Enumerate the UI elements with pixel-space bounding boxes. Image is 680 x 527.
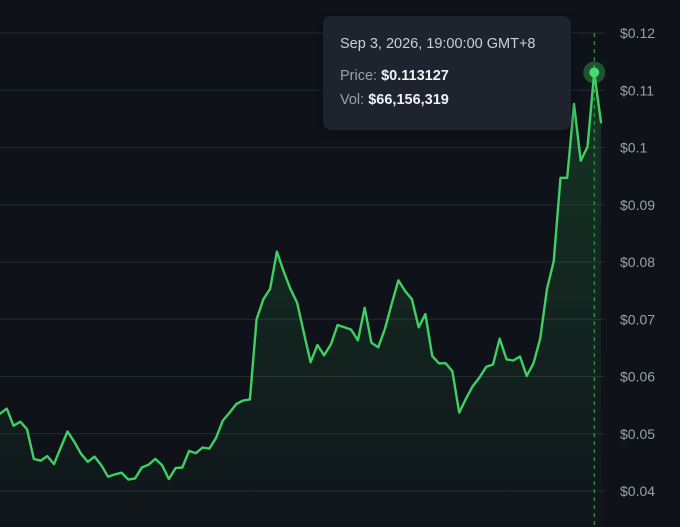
y-tick-label: $0.05 xyxy=(620,426,655,442)
price-tooltip: Sep 3, 2026, 19:00:00 GMT+8 Price: $0.11… xyxy=(323,16,571,130)
tooltip-volume-label: Vol: xyxy=(340,92,365,108)
y-tick-label: $0.09 xyxy=(620,197,655,213)
hover-point[interactable] xyxy=(589,67,600,78)
tooltip-time: Sep 3, 2026, 19:00:00 GMT+8 xyxy=(340,36,536,52)
y-tick-label: $0.06 xyxy=(620,369,655,385)
tooltip-volume-value: $66,156,319 xyxy=(368,92,449,108)
y-tick-label: $0.1 xyxy=(620,140,647,156)
tooltip-price-row: Price: $0.113127 xyxy=(340,68,555,84)
price-area-fill xyxy=(0,72,601,527)
y-tick-label: $0.04 xyxy=(620,483,655,499)
y-tick-label: $0.08 xyxy=(620,254,655,270)
tooltip-price-value: $0.113127 xyxy=(381,68,449,84)
tooltip-price-label: Price: xyxy=(340,68,378,84)
y-tick-label: $0.07 xyxy=(620,311,655,327)
price-axis: $0.12 $0.11 $0.1 $0.09 $0.08 $0.07 $0.06 $0.05 $… xyxy=(620,25,655,499)
y-tick-label: $0.12 xyxy=(620,25,655,41)
tooltip-volume-row: Vol: $66,156,319 xyxy=(340,92,555,108)
price-line[interactable] xyxy=(0,71,603,481)
y-tick-label: $0.11 xyxy=(620,82,654,98)
